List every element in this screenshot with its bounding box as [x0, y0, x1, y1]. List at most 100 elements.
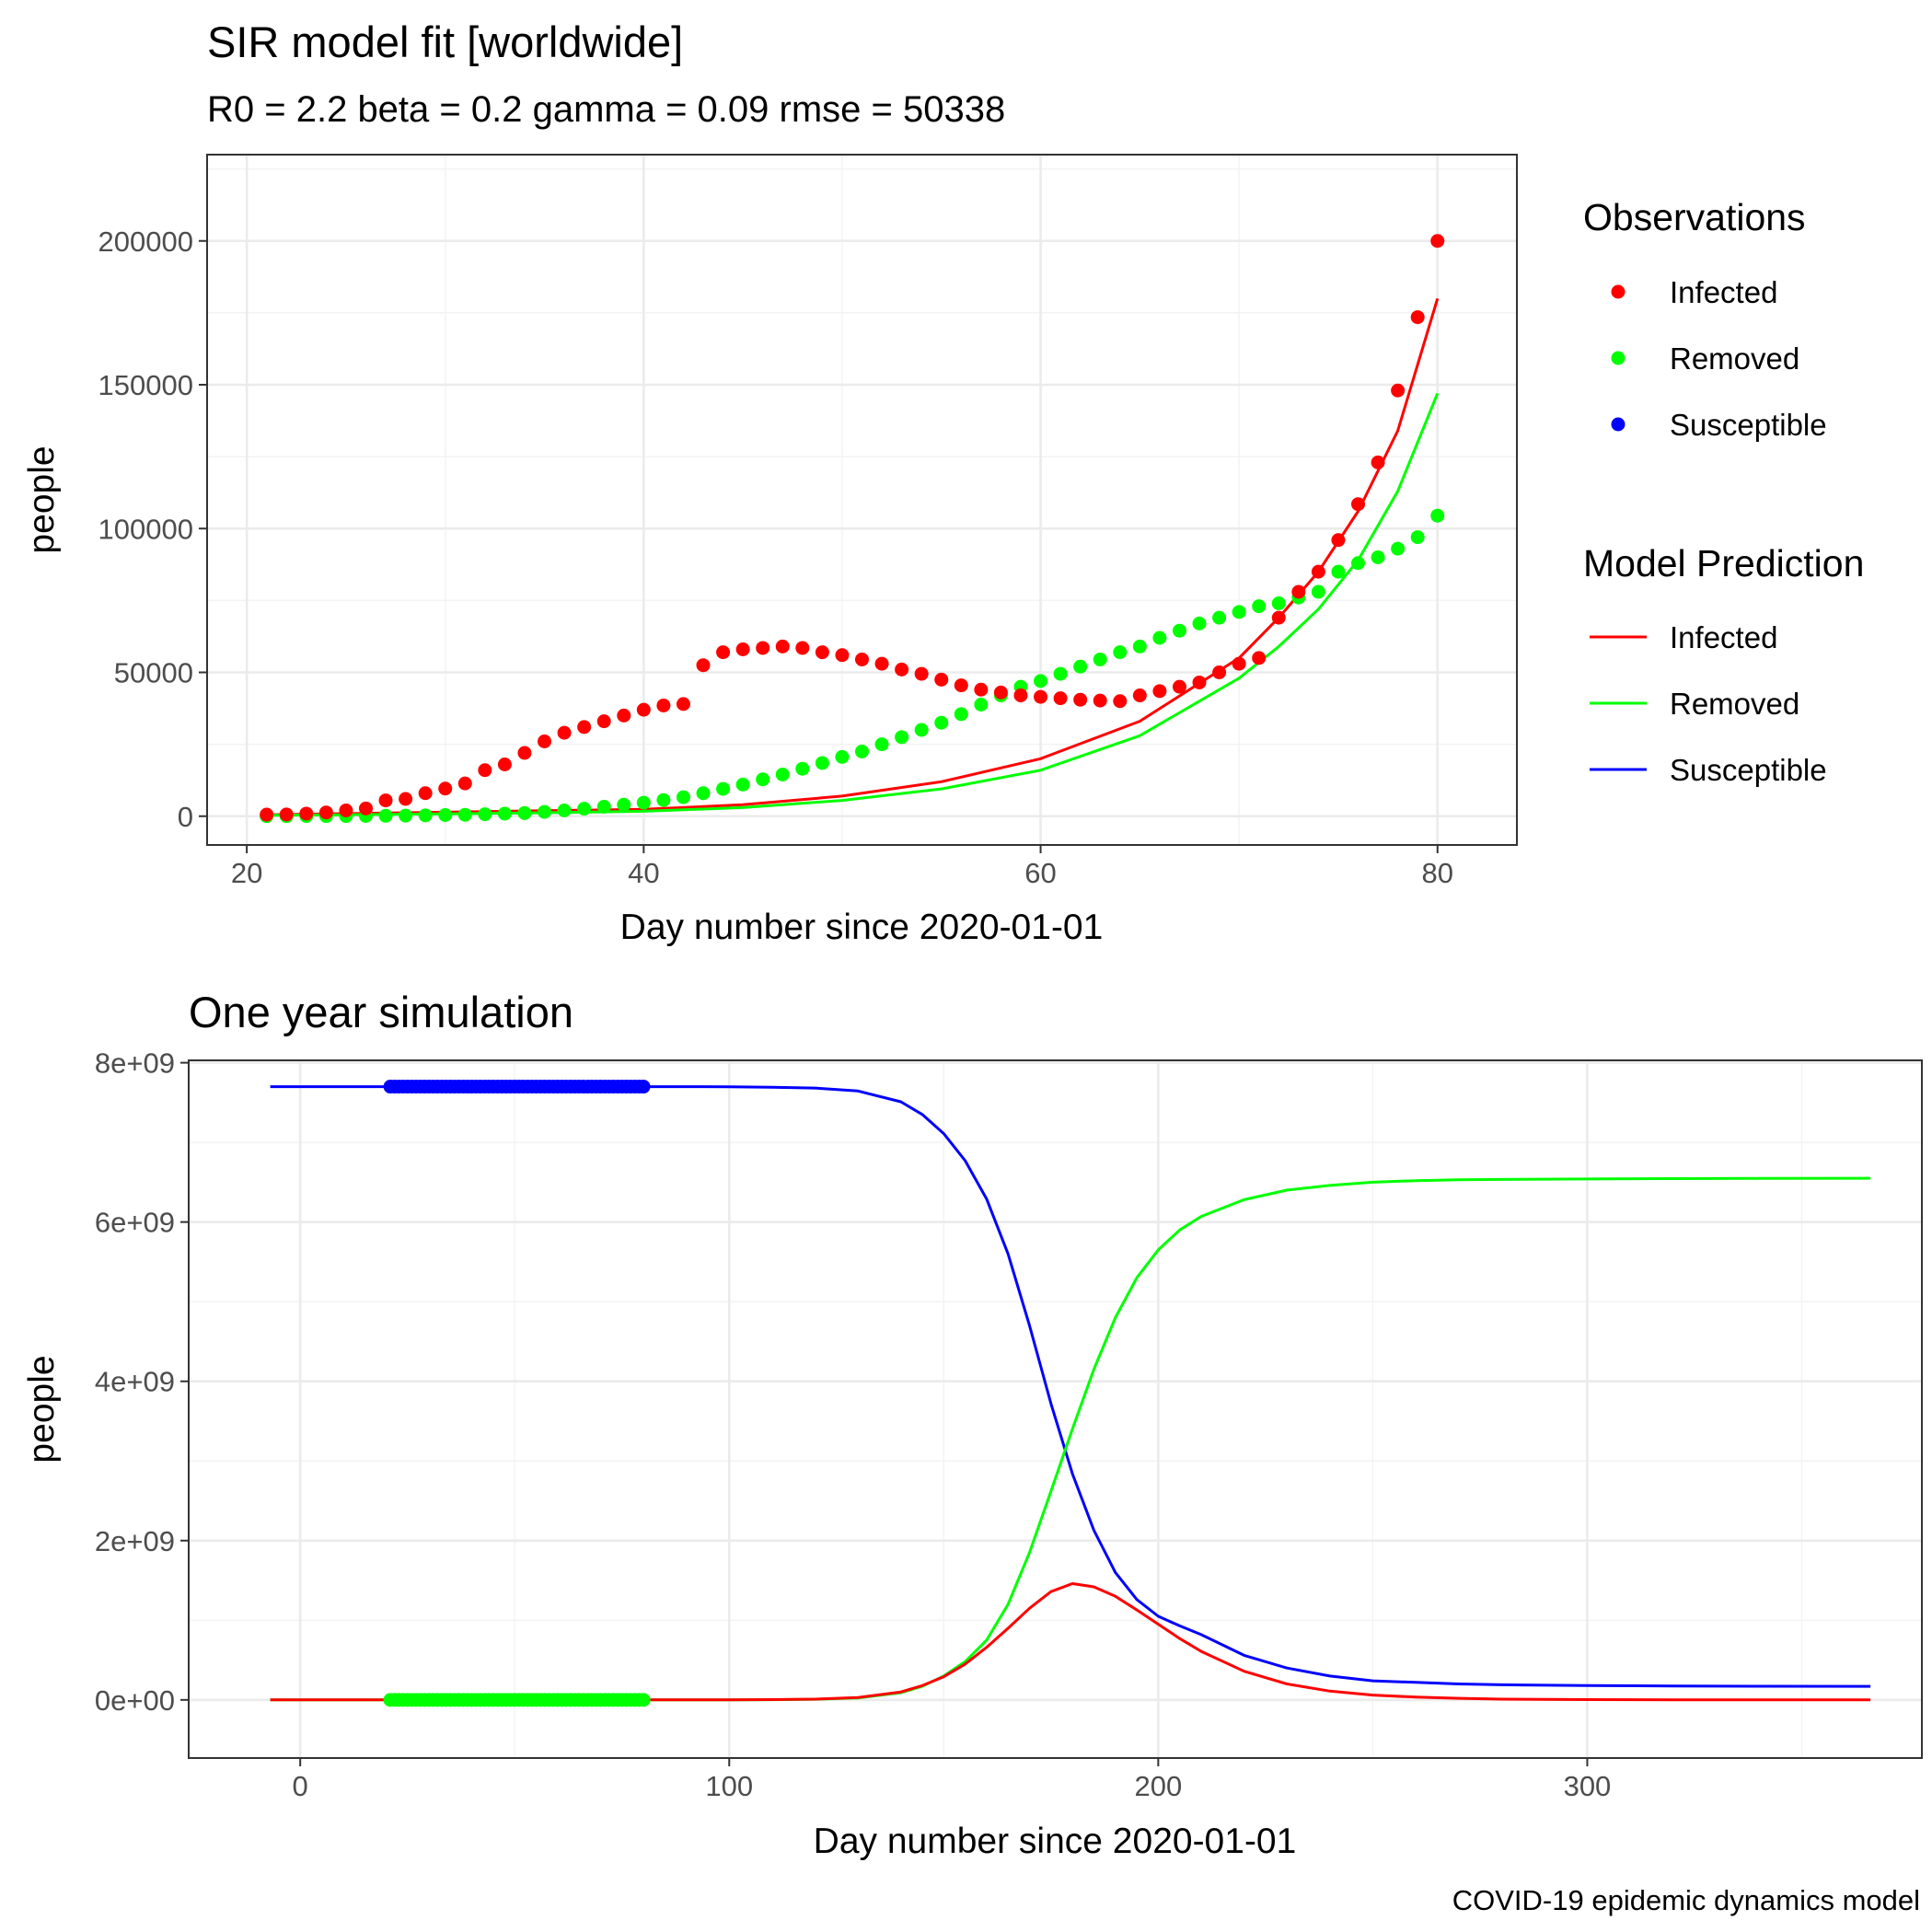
fit-point-infected: [1113, 694, 1128, 709]
fit-point-infected: [478, 763, 492, 778]
fit-point-removed: [835, 749, 850, 764]
legend-obs-removed-key: [1611, 351, 1625, 365]
fit-point-removed: [914, 723, 929, 737]
fit-point-removed: [815, 756, 829, 770]
fit-point-infected: [775, 639, 790, 654]
sim-y-tick-label: 2e+09: [95, 1525, 175, 1557]
sim-y-tick-label: 6e+09: [95, 1207, 175, 1239]
fit-point-infected: [716, 645, 731, 660]
fit-point-infected: [438, 781, 453, 796]
fit-point-infected: [1331, 533, 1346, 548]
fit-point-removed: [775, 767, 790, 781]
fit-point-removed: [1271, 596, 1286, 610]
fit-point-infected: [517, 746, 532, 760]
fit-point-removed: [756, 772, 770, 787]
fit-point-removed: [1192, 616, 1207, 631]
sim-point-susceptible: [636, 1080, 651, 1094]
fit-point-infected: [299, 806, 314, 821]
fit-point-infected: [735, 642, 750, 656]
fit-point-infected: [339, 804, 353, 817]
fit-point-infected: [1212, 665, 1227, 679]
fit-point-infected: [1053, 691, 1068, 706]
fit-point-infected: [1271, 610, 1286, 625]
fit-point-infected: [1252, 651, 1267, 665]
fit-point-removed: [378, 808, 393, 823]
fit-point-removed: [954, 707, 968, 722]
fit-point-infected: [974, 682, 989, 697]
fit-point-infected: [318, 805, 333, 820]
sim-point-removed: [636, 1693, 651, 1707]
fit-point-infected: [577, 720, 592, 735]
fit-point-infected: [756, 641, 770, 655]
fit-point-removed: [1232, 605, 1246, 619]
fit-point-removed: [1371, 550, 1385, 564]
fit-point-infected: [378, 793, 393, 808]
legend-obs-susceptible-key: [1611, 417, 1625, 432]
fit-point-infected: [1172, 679, 1186, 694]
simulation-x-axis-title: Day number since 2020-01-01: [814, 1822, 1297, 1861]
fit-point-removed: [895, 730, 909, 745]
fit-chart-title: SIR model fit [worldwide]: [207, 17, 683, 66]
legend-pred-infected-label: Infected: [1670, 620, 1777, 654]
fit-point-removed: [1252, 599, 1267, 614]
simulation-lines: [270, 1085, 1871, 1702]
legend-prediction-title: Model Prediction: [1583, 542, 1864, 584]
fit-point-infected: [617, 708, 631, 723]
fit-point-infected: [1034, 689, 1048, 704]
fit-point-infected: [279, 807, 294, 822]
fit-point-removed: [855, 744, 869, 758]
fit-point-infected: [934, 672, 949, 687]
sim-x-tick-label: 0: [293, 1770, 308, 1802]
fit-y-axis-title: people: [22, 445, 62, 553]
fit-point-removed: [974, 698, 989, 711]
fit-point-removed: [399, 808, 413, 823]
fit-point-infected: [1371, 455, 1385, 469]
fit-point-removed: [1132, 639, 1147, 654]
fit-y-tick-label: 50000: [114, 657, 193, 689]
fit-point-removed: [795, 761, 810, 776]
fit-point-infected: [1351, 497, 1366, 512]
fit-point-removed: [716, 781, 731, 796]
fit-point-removed: [1034, 674, 1048, 688]
fit-point-removed: [1410, 530, 1425, 545]
sim-x-tick-label: 100: [705, 1770, 753, 1802]
fit-point-infected: [815, 645, 829, 660]
legend-observations-title: Observations: [1583, 196, 1806, 238]
fit-point-removed: [478, 807, 492, 822]
legend-obs-removed-label: Removed: [1670, 341, 1799, 376]
fit-point-removed: [457, 807, 472, 822]
fit-point-infected: [1132, 688, 1147, 702]
fit-point-infected: [676, 697, 690, 711]
sim-y-tick-label: 4e+09: [95, 1366, 175, 1398]
fit-model-lines: [266, 297, 1440, 817]
simulation-y-axis: 0e+00 2e+09 4e+09 6e+09 8e+09: [95, 1047, 189, 1717]
fit-point-infected: [1093, 693, 1107, 708]
simulation-observation-points: [383, 1080, 651, 1707]
fit-point-removed: [1212, 610, 1227, 625]
legend-obs-susceptible-label: Susceptible: [1670, 408, 1827, 442]
sim-line-infected: [270, 1582, 1871, 1702]
fit-x-axis: 20 40 60 80: [231, 845, 1453, 889]
fit-point-removed: [1331, 564, 1346, 579]
fit-point-removed: [1351, 556, 1366, 571]
sim-x-tick-label: 300: [1564, 1770, 1612, 1802]
fit-point-infected: [596, 714, 611, 729]
fit-point-infected: [1391, 383, 1406, 398]
fit-point-infected: [656, 698, 671, 712]
fit-point-infected: [795, 641, 810, 655]
fit-y-tick-label: 200000: [98, 226, 193, 258]
fit-y-tick-label: 0: [178, 801, 193, 833]
fit-chart: SIR model fit [worldwide] R0 = 2.2 beta …: [22, 17, 1518, 947]
fit-point-infected: [954, 678, 968, 693]
fit-point-removed: [1391, 541, 1406, 556]
fit-model-line-removed: [266, 392, 1440, 817]
simulation-y-axis-title: people: [22, 1355, 62, 1463]
fit-point-infected: [914, 666, 929, 681]
fit-point-removed: [934, 715, 949, 730]
fit-chart-subtitle: R0 = 2.2 beta = 0.2 gamma = 0.09 rmse = …: [207, 89, 1005, 130]
fit-point-infected: [895, 662, 909, 677]
fit-point-infected: [855, 652, 869, 666]
fit-point-removed: [517, 805, 532, 820]
fit-point-infected: [1192, 675, 1207, 689]
fit-x-tick-label: 80: [1422, 857, 1453, 889]
